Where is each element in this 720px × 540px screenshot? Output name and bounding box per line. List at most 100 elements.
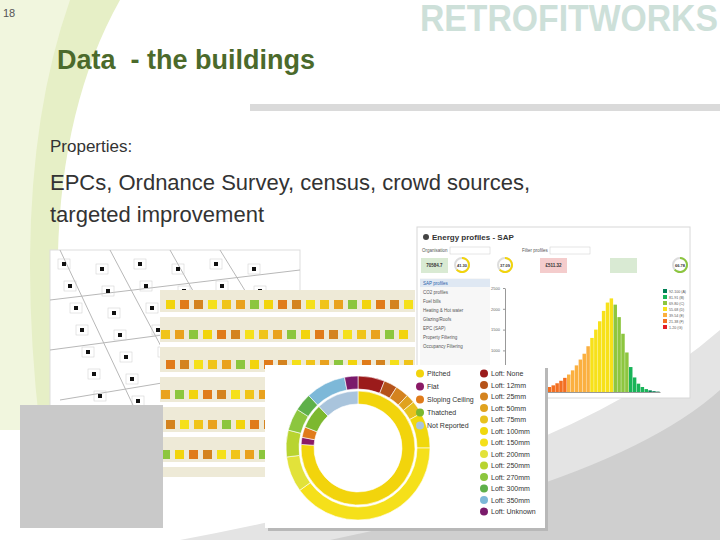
building (156, 328, 160, 332)
menu-active (420, 279, 490, 287)
building (106, 289, 110, 293)
field-label: Filter profiles (522, 248, 549, 253)
legend-marker (480, 427, 488, 435)
building-colour (292, 300, 301, 309)
building-colour (399, 330, 408, 339)
building-colour (189, 450, 198, 459)
building-colour (189, 330, 198, 339)
building-colour (236, 360, 245, 369)
legend-marker (480, 450, 488, 458)
building-colour (334, 300, 343, 309)
legend-label: Loft: 100mm (491, 428, 530, 435)
road (160, 342, 415, 347)
building (144, 284, 148, 288)
building-colour (329, 330, 338, 339)
plot (58, 259, 70, 269)
legend-swatch (663, 301, 667, 305)
building-colour (208, 300, 217, 309)
donut-panel: PitchedFlatSloping CeilingThatchedNot Re… (265, 365, 548, 531)
legend-label: Pitched (427, 370, 450, 377)
building (98, 394, 102, 398)
stat-value: £511.32 (545, 263, 562, 268)
slide-canvas: 18RETROFITWORKSData - the buildingsPrope… (0, 0, 720, 540)
histogram-bar (567, 375, 570, 392)
donut-slice (309, 377, 347, 405)
histogram-bar (598, 321, 601, 392)
legend-marker (480, 485, 488, 493)
histogram-bar (652, 391, 655, 392)
building-colour (161, 390, 170, 399)
legend-swatch (663, 319, 667, 323)
legend: PitchedFlatSloping CeilingThatchedNot Re… (416, 370, 474, 431)
building-colour (231, 390, 240, 399)
building (68, 284, 72, 288)
plot (82, 347, 94, 357)
building-colour (320, 300, 329, 309)
building-colour (343, 330, 352, 339)
body-line: targeted improvement (50, 202, 264, 227)
building (86, 350, 90, 354)
panel-bg (265, 365, 545, 528)
menu-item: EPC (SAP) (423, 326, 446, 331)
plot (172, 264, 184, 274)
building-colour (222, 420, 231, 429)
legend-marker (480, 496, 488, 504)
histogram-bar (610, 298, 613, 392)
building-colour (245, 450, 254, 459)
legend-label: Loft: 75mm (491, 416, 526, 423)
histogram-bar (641, 387, 644, 392)
legend-marker (416, 383, 424, 391)
plot (96, 264, 108, 274)
building-colour (208, 420, 217, 429)
legend-marker (480, 393, 488, 401)
building (80, 328, 84, 332)
histogram-bar (602, 311, 605, 392)
histogram-bar (571, 370, 574, 392)
stat-box (421, 258, 448, 273)
histogram-bar (633, 377, 636, 392)
tick-mark (503, 288, 505, 289)
tick-mark (503, 309, 505, 310)
legend-label: Loft: 12mm (491, 382, 526, 389)
building-colour (194, 420, 203, 429)
donut-slice (345, 376, 358, 390)
legend-label: Loft: 270mm (491, 474, 530, 481)
building (138, 262, 142, 266)
legend-label: Loft: Unknown (491, 508, 536, 515)
building-colour (208, 360, 217, 369)
legend-marker (480, 370, 488, 378)
building-colour (180, 300, 189, 309)
building-colour (166, 300, 175, 309)
legend-marker (480, 462, 488, 470)
legend-label: Loft: 25mm (491, 393, 526, 400)
histogram-bar (583, 354, 586, 392)
building-colour (259, 330, 268, 339)
histogram-bar (614, 305, 617, 392)
building-colour (217, 390, 226, 399)
building-colour (250, 420, 259, 429)
plot (210, 259, 222, 269)
building (118, 333, 122, 337)
histogram-bar (656, 391, 659, 392)
building-colour (264, 300, 273, 309)
plot (120, 352, 132, 362)
plot (64, 281, 76, 291)
legend-marker (480, 439, 488, 447)
building-colour (245, 330, 254, 339)
stat-box (540, 258, 567, 273)
building-colour (273, 330, 282, 339)
histogram-bar (575, 365, 578, 392)
building-colour (301, 330, 310, 339)
legend-label: 55-68 (D) (669, 308, 684, 312)
building-colour (287, 330, 296, 339)
building-colour (194, 300, 203, 309)
field-label: Organisation (422, 248, 448, 253)
slide-title: Data - the buildings (57, 45, 315, 75)
histogram-bar (606, 303, 609, 392)
tick-label: 1500 (491, 327, 501, 332)
plot (76, 325, 88, 335)
building-colour (175, 450, 184, 459)
building-colour (306, 300, 315, 309)
building-colour (180, 360, 189, 369)
building-colour (236, 300, 245, 309)
